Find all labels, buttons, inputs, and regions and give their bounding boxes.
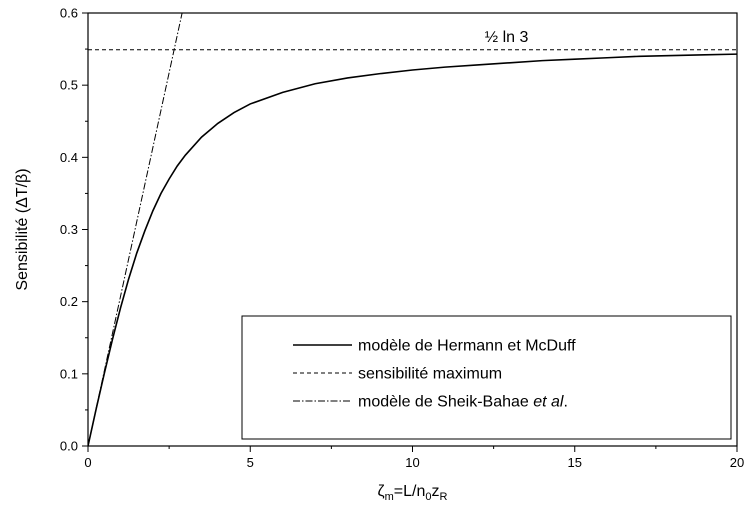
max-annotation: ½ ln 3 [485, 29, 529, 46]
x-tick-label: 15 [568, 455, 582, 470]
x-tick-label: 5 [247, 455, 254, 470]
x-tick-label: 20 [730, 455, 744, 470]
x-tick-label: 10 [405, 455, 419, 470]
legend-entry: modèle de Hermann et McDuff [358, 338, 576, 355]
legend-box [241, 315, 732, 440]
x-tick-label: 0 [84, 455, 91, 470]
y-tick-label: 0.0 [60, 439, 78, 454]
series-layer [88, 13, 737, 446]
labels-layer: Sensibilité (ΔT/β) ζm=L/n0zR ½ ln 3 [14, 29, 528, 503]
legend-entry: sensibilité maximum [358, 366, 502, 383]
legend: modèle de Hermann et McDuff sensibilité m… [241, 315, 732, 440]
ticks-layer: 0 5 10 15 20 0.0 0.1 0.2 0.3 0.4 0.5 0.6 [60, 6, 744, 471]
series-line-dashdot [88, 13, 183, 446]
y-tick-label: 0.2 [60, 294, 78, 309]
y-axis-label: Sensibilité (ΔT/β) [14, 168, 31, 290]
x-axis-label: ζm=L/n0zR [378, 483, 448, 503]
legend-entry: modèle de Sheik-Bahae et al. [358, 394, 568, 411]
y-tick-label: 0.6 [60, 6, 78, 21]
y-tick-label: 0.4 [60, 150, 78, 165]
y-tick-label: 0.3 [60, 222, 78, 237]
y-tick-label: 0.1 [60, 366, 78, 381]
y-tick-label: 0.5 [60, 78, 78, 93]
series-line-solid [88, 53, 737, 446]
